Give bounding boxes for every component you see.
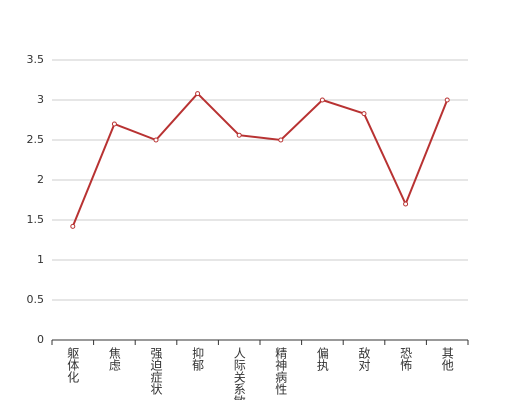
x-tick-label: 躯体化 xyxy=(66,346,80,384)
point xyxy=(403,201,409,207)
line xyxy=(71,92,449,227)
point xyxy=(70,223,76,229)
y-tick-label: 1 xyxy=(37,253,44,266)
x-tick-label: 抑郁 xyxy=(191,346,205,372)
x-tick-label: 人际关系敏感 xyxy=(232,347,246,400)
x-tick-label: 焦虑 xyxy=(107,347,121,371)
y-tick-label: 2 xyxy=(37,173,44,186)
point xyxy=(278,137,284,143)
x-tick-label: 偏执 xyxy=(315,346,329,372)
point xyxy=(444,97,450,103)
y-tick-label: 3 xyxy=(37,93,44,106)
y-tick-label: 0 xyxy=(37,333,44,346)
point xyxy=(195,91,201,97)
y-tick-label: 0.5 xyxy=(27,293,45,306)
x-tick-label: 强迫症状 xyxy=(149,347,163,395)
point xyxy=(361,111,367,117)
x-tick-label: 敌对 xyxy=(357,346,371,371)
x-tick-label: 精神病性 xyxy=(274,347,288,396)
point xyxy=(111,121,117,127)
x-tick-label: 其他 xyxy=(440,347,454,371)
y-tick-label: 3.5 xyxy=(27,53,45,66)
x-tick-label: 恐怖 xyxy=(399,347,413,371)
point xyxy=(236,132,242,138)
point xyxy=(153,137,159,143)
y-tick-label: 2.5 xyxy=(27,133,45,146)
y-tick-label: 1.5 xyxy=(27,213,45,226)
point xyxy=(319,97,325,103)
